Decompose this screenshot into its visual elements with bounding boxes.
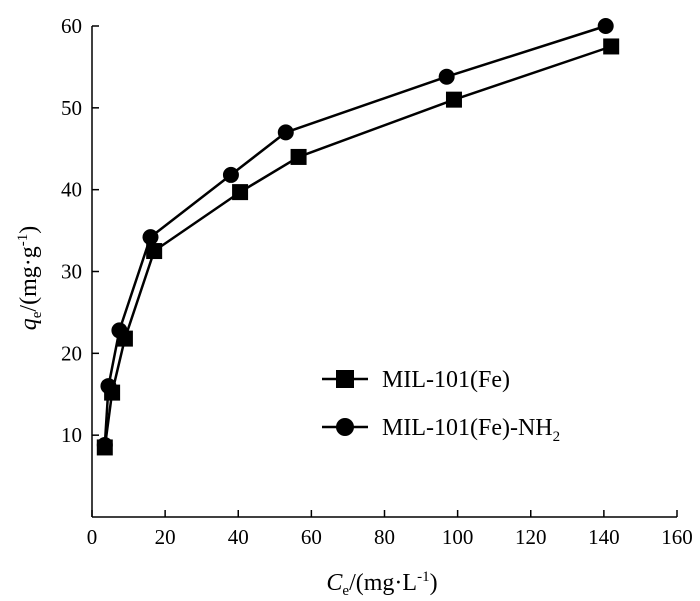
y-tick-label: 20 [61,341,82,365]
data-point-circle [277,124,294,141]
y-axis-title: qe/(mg·g-1) [15,226,45,331]
series-line [103,24,607,446]
y-tick-label: 60 [61,14,82,38]
x-tick-label: 0 [87,525,98,549]
data-point-circle [111,322,128,339]
y-tick-label: 10 [61,423,82,447]
series-0 [96,38,620,456]
x-tick-label: 160 [661,525,693,549]
data-point-square [445,91,462,108]
x-tick-label: 40 [228,525,249,549]
x-tick-label: 20 [155,525,176,549]
series-layer [96,18,620,456]
series-1 [96,18,614,453]
x-tick-label: 140 [588,525,620,549]
legend: MIL-101(Fe) MIL-101(Fe)-NH2 [322,367,560,445]
data-point-circle [438,68,455,85]
legend-circle-marker [336,418,354,436]
data-point-circle [142,229,159,246]
y-tick-label: 50 [61,96,82,120]
legend-item-mil-101-fe-nh2: MIL-101(Fe)-NH2 [322,415,560,445]
legend-label-mil-101-fe: MIL-101(Fe) [382,367,510,393]
data-point-square [232,184,249,201]
x-tick-label: 80 [374,525,395,549]
data-point-circle [222,166,239,183]
y-tick-label: 30 [61,260,82,284]
data-point-square [290,148,307,165]
data-point-circle [597,18,614,34]
y-tick-label: 40 [61,178,82,202]
x-axis-title: Ce/(mg·L-1) [326,569,437,599]
legend-item-mil-101-fe: MIL-101(Fe) [322,367,510,393]
data-point-circle [96,436,113,453]
x-tick-label: 60 [301,525,322,549]
legend-square-marker [336,370,354,388]
data-point-circle [100,378,117,395]
x-tick-label: 100 [442,525,474,549]
x-tick-label: 120 [515,525,547,549]
legend-label-mil-101-fe-nh2: MIL-101(Fe)-NH2 [382,415,560,445]
data-point-square [603,38,620,55]
axes: 0 20 40 60 80 100 120 140 160 10 20 30 40 50 60 [61,14,693,549]
data-point-square [146,243,163,260]
